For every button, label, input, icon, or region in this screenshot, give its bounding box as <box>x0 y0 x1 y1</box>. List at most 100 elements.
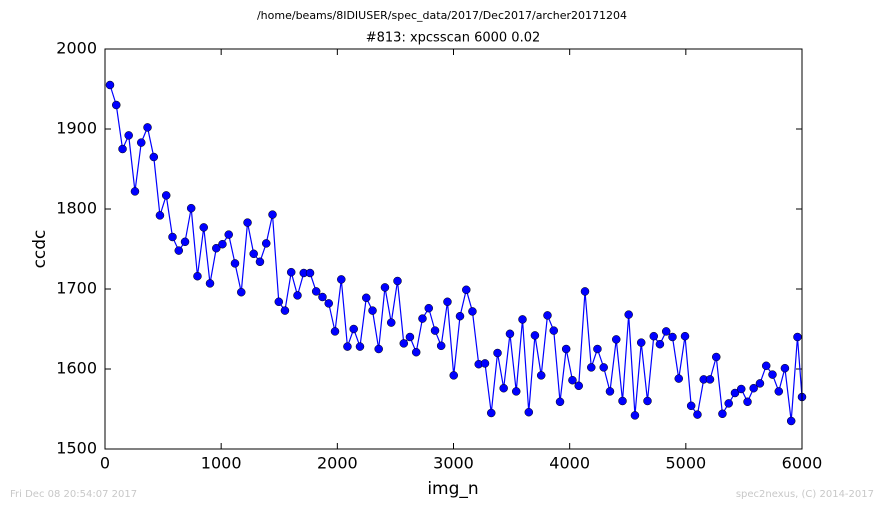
footer-left: Fri Dec 08 20:54:07 2017 <box>10 489 137 500</box>
data-point <box>561 344 571 354</box>
data-point <box>499 383 508 393</box>
data-point <box>218 239 227 249</box>
data-point <box>618 396 627 406</box>
data-point <box>455 311 465 321</box>
data-point <box>780 363 790 373</box>
data-point <box>261 239 271 248</box>
data-point <box>330 327 340 336</box>
data-point <box>480 359 490 368</box>
series-line <box>109 84 803 422</box>
data-point <box>736 384 746 394</box>
data-point <box>349 324 358 334</box>
data-point <box>718 409 727 419</box>
data-point <box>118 144 127 154</box>
data-point <box>649 331 659 341</box>
data-point <box>755 379 765 388</box>
x-tick-label: 4000 <box>549 454 590 473</box>
data-point <box>249 249 258 259</box>
data-point <box>511 387 521 396</box>
data-point <box>436 341 446 351</box>
data-point <box>174 246 184 255</box>
data-point <box>168 232 177 242</box>
y-tick-label: 1600 <box>56 359 97 378</box>
chart-title: /home/beams/8IDIUSER/spec_data/2017/Dec2… <box>257 9 627 22</box>
data-point <box>186 203 196 213</box>
data-point <box>155 211 165 220</box>
plot-frame <box>104 48 803 450</box>
y-tick-label: 1500 <box>56 439 97 458</box>
data-point <box>393 276 402 286</box>
data-point <box>343 342 352 351</box>
data-point <box>536 371 546 380</box>
y-tick-label: 1900 <box>56 119 97 138</box>
data-point <box>786 416 796 426</box>
data-point <box>749 383 758 393</box>
x-tick-label: 6000 <box>782 454 823 473</box>
data-point <box>449 371 458 380</box>
x-tick-label: 2000 <box>317 454 358 473</box>
data-point <box>443 297 452 307</box>
data-point <box>293 291 302 300</box>
data-point <box>674 374 683 383</box>
data-point <box>268 210 277 219</box>
data-point <box>580 287 590 296</box>
data-point <box>280 306 290 315</box>
x-axis-label: img_n <box>427 479 478 499</box>
data-point <box>274 297 284 307</box>
data-point <box>668 332 677 342</box>
data-point <box>630 411 640 420</box>
data-point <box>105 80 115 90</box>
data-point <box>418 314 427 323</box>
y-axis-label: ccdc <box>30 230 50 269</box>
data-point <box>411 347 421 357</box>
data-point <box>574 381 583 391</box>
y-tick-label: 2000 <box>56 39 97 58</box>
data-point <box>743 397 752 407</box>
data-point <box>286 267 296 277</box>
data-point <box>362 293 371 303</box>
data-point <box>324 299 333 308</box>
data-point <box>337 275 346 284</box>
data-point <box>311 287 321 296</box>
data-point <box>424 303 434 313</box>
data-point <box>193 271 202 281</box>
data-point <box>130 187 140 196</box>
data-point <box>605 387 615 396</box>
data-point <box>380 283 390 292</box>
data-point <box>493 348 502 358</box>
data-point <box>124 131 133 140</box>
data-point <box>774 387 784 396</box>
data-point <box>643 396 652 406</box>
data-point <box>549 326 559 335</box>
footer-right: spec2nexus, (C) 2014-2017 <box>736 489 874 500</box>
data-point <box>243 218 252 227</box>
data-point <box>462 285 471 295</box>
data-point <box>768 370 777 379</box>
data-point <box>524 407 534 417</box>
data-point <box>143 123 152 132</box>
x-tick-label: 0 <box>100 454 110 473</box>
data-point <box>355 342 365 351</box>
data-point <box>693 410 702 419</box>
data-point <box>149 152 159 162</box>
data-point <box>599 363 608 372</box>
data-point <box>405 332 415 342</box>
data-point <box>636 338 646 347</box>
chart-subtitle: #813: xpcsscan 6000 0.02 <box>366 31 541 46</box>
data-point <box>686 401 696 411</box>
y-tick-label: 1700 <box>56 279 97 298</box>
x-tick-label: 1000 <box>201 454 242 473</box>
data-point <box>468 307 477 316</box>
data-point <box>661 327 671 336</box>
data-point <box>555 397 565 407</box>
data-point <box>224 230 233 239</box>
data-point <box>205 279 215 288</box>
data-point <box>180 237 190 247</box>
data-point <box>255 257 265 267</box>
data-point <box>368 306 377 315</box>
data-point <box>136 138 146 147</box>
data-point <box>730 388 740 398</box>
data-point <box>230 259 240 268</box>
